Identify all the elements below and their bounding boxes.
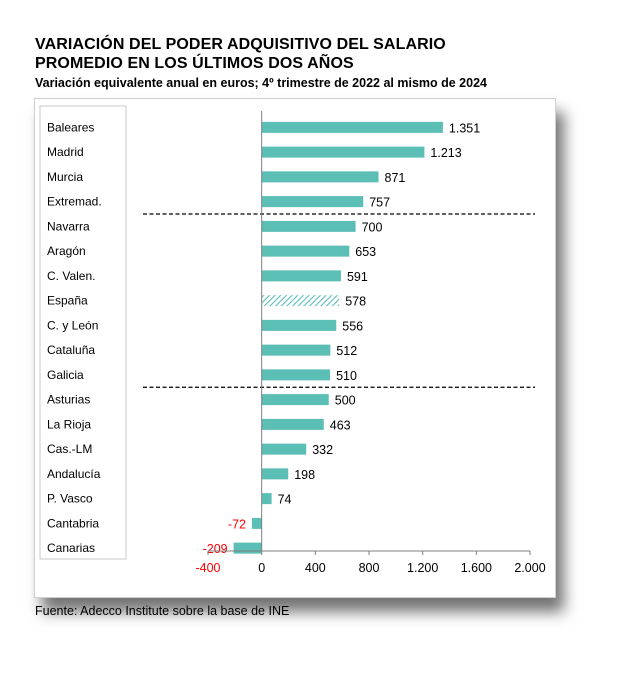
category-label: Murcia bbox=[47, 170, 83, 184]
category-label: Andalucía bbox=[47, 467, 101, 481]
value-label: 332 bbox=[312, 443, 333, 457]
bar bbox=[261, 171, 379, 183]
category-label: Extremad. bbox=[47, 195, 102, 209]
x-tick-label: 400 bbox=[305, 561, 326, 575]
category-label: Cantabria bbox=[47, 516, 99, 530]
value-label: 578 bbox=[345, 295, 366, 309]
category-label: Galicia bbox=[47, 368, 84, 382]
bar bbox=[233, 542, 262, 554]
bar bbox=[261, 468, 289, 480]
category-label: Asturias bbox=[47, 393, 90, 407]
category-label: P. Vasco bbox=[47, 492, 93, 506]
x-tick-label: 1.200 bbox=[407, 561, 438, 575]
value-label: 198 bbox=[294, 468, 315, 482]
value-label: 653 bbox=[355, 245, 376, 259]
value-label: 757 bbox=[369, 196, 390, 210]
x-tick-label: 1.600 bbox=[461, 561, 492, 575]
bar bbox=[261, 418, 324, 430]
bar bbox=[252, 517, 262, 529]
chart-title-line2: PROMEDIO EN LOS ÚLTIMOS DOS AÑOS bbox=[35, 55, 354, 72]
bar bbox=[261, 245, 350, 257]
bar bbox=[261, 394, 329, 406]
category-label: Aragón bbox=[47, 244, 86, 258]
value-label: 74 bbox=[278, 493, 292, 507]
value-label: 500 bbox=[335, 394, 356, 408]
category-label: C. Valen. bbox=[47, 269, 95, 283]
value-label: 1.351 bbox=[449, 121, 480, 135]
bar bbox=[261, 344, 331, 356]
x-tick-label: 0 bbox=[258, 561, 265, 575]
category-label: Cataluña bbox=[47, 343, 95, 357]
value-label: 510 bbox=[336, 369, 357, 383]
chart-title-line1: VARIACIÓN DEL PODER ADQUISITIVO DEL SALA… bbox=[35, 36, 446, 53]
x-tick-label: 800 bbox=[359, 561, 380, 575]
value-label: 512 bbox=[336, 344, 357, 358]
category-label: Madrid bbox=[47, 145, 84, 159]
chart-panel: Baleares 1.351 Madrid 1.213 Murcia 871 Extrema… bbox=[34, 98, 556, 598]
chart-subtitle: Variación equivalente anual en euros; 4º… bbox=[35, 76, 487, 90]
category-box bbox=[39, 105, 127, 560]
bar bbox=[261, 121, 443, 133]
bar-chart: Baleares 1.351 Madrid 1.213 Murcia 871 Extrema… bbox=[39, 105, 546, 575]
category-label: Navarra bbox=[47, 219, 90, 233]
value-label: 556 bbox=[342, 319, 363, 333]
chart-title: VARIACIÓN DEL PODER ADQUISITIVO DEL SALA… bbox=[35, 35, 446, 73]
bar bbox=[261, 220, 356, 232]
category-label: Cas.-LM bbox=[47, 442, 92, 456]
bar bbox=[261, 443, 307, 455]
bar bbox=[261, 319, 337, 331]
category-label: Canarias bbox=[47, 541, 95, 555]
bar bbox=[261, 369, 331, 381]
x-tick-label: 2.000 bbox=[514, 561, 545, 575]
value-label: -72 bbox=[228, 517, 246, 531]
value-label: 463 bbox=[330, 418, 351, 432]
bar bbox=[261, 270, 341, 282]
value-label: 1.213 bbox=[430, 146, 461, 160]
category-label: España bbox=[47, 294, 88, 308]
bar bbox=[261, 295, 340, 307]
value-label: 591 bbox=[347, 270, 368, 284]
x-tick-label: -400 bbox=[195, 561, 220, 575]
source-note: Fuente: Adecco Institute sobre la base d… bbox=[35, 604, 290, 618]
bar bbox=[261, 196, 364, 208]
bar bbox=[261, 146, 425, 158]
value-label: 700 bbox=[362, 220, 383, 234]
category-label: Baleares bbox=[47, 120, 94, 134]
value-label: 871 bbox=[385, 171, 406, 185]
bar bbox=[261, 493, 272, 505]
category-label: C. y León bbox=[47, 318, 98, 332]
category-label: La Rioja bbox=[47, 417, 91, 431]
value-label: -209 bbox=[203, 542, 228, 556]
